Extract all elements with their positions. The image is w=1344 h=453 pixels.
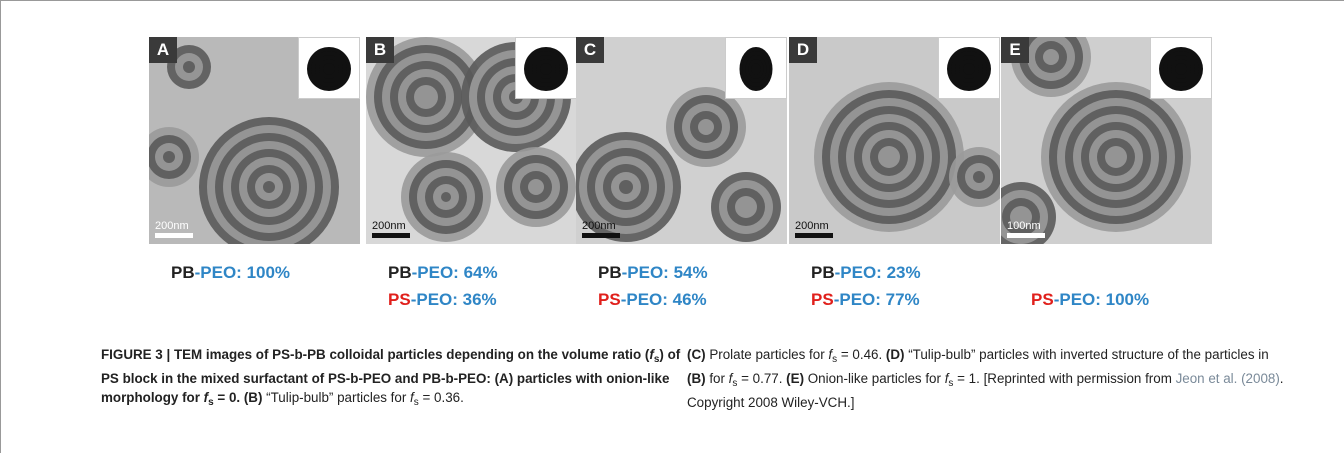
tem-panel: D 200nm (789, 37, 1000, 244)
composition-line: PB-PEO: 64% (388, 259, 498, 286)
scale-bar: 200nm (155, 220, 193, 238)
inset-model (725, 37, 787, 99)
block-suffix: -PEO: 100% (195, 263, 290, 282)
tem-panel: A 200nm (149, 37, 360, 244)
block-suffix: -PEO: 64% (412, 263, 498, 282)
block-name: PB (171, 263, 195, 282)
composition-blank (1031, 259, 1149, 286)
scale-bar-line (1007, 233, 1045, 238)
scale-bar-label: 200nm (795, 220, 829, 232)
block-name: PS (1031, 290, 1054, 309)
scale-bar: 200nm (795, 220, 833, 238)
block-suffix: -PEO: 100% (1054, 290, 1149, 309)
inset-shape (1151, 38, 1211, 98)
block-suffix: -PEO: 54% (622, 263, 708, 282)
composition-line: PS-PEO: 46% (598, 286, 708, 313)
inset-model (298, 37, 360, 99)
scale-bar-line (372, 233, 410, 238)
tem-panel: E 100nm (1001, 37, 1212, 244)
caption-left: FIGURE 3 | TEM images of PS-b-PB colloid… (101, 345, 681, 412)
scale-bar-line (582, 233, 620, 238)
caption-text: (E) (786, 371, 804, 386)
block-name: PS (388, 290, 411, 309)
caption-text: (B) (687, 371, 706, 386)
caption-text[interactable]: Jeon et al. (2008) (1176, 371, 1280, 386)
inset-shape (299, 38, 359, 98)
panel-letter: A (149, 37, 177, 63)
block-name: PB (598, 263, 622, 282)
scale-bar-label: 100nm (1007, 220, 1041, 232)
composition-line: PB-PEO: 100% (171, 259, 290, 286)
caption-text: for (706, 371, 729, 386)
panel-letter: D (789, 37, 817, 63)
block-suffix: -PEO: 46% (621, 290, 707, 309)
inset-shape (939, 38, 999, 98)
block-name: PB (388, 263, 412, 282)
block-name: PB (811, 263, 835, 282)
scale-bar-label: 200nm (582, 220, 616, 232)
inset-shape (726, 38, 786, 98)
scale-bar-line (155, 233, 193, 238)
caption-right: (C) Prolate particles for fs = 0.46. (D)… (687, 345, 1287, 412)
caption-text: “Tulip-bulb” particles with inverted str… (905, 347, 1269, 362)
caption-text: (D) (886, 347, 905, 362)
scale-bar-label: 200nm (155, 220, 189, 232)
panel-letter: E (1001, 37, 1029, 63)
tem-panel: C 200nm (576, 37, 787, 244)
inset-model (515, 37, 577, 99)
caption-text: = 0.46. (837, 347, 886, 362)
composition: PB-PEO: 54%PS-PEO: 46% (598, 259, 708, 313)
scale-bar-line (795, 233, 833, 238)
composition-line: PS-PEO: 77% (811, 286, 921, 313)
caption-text: = 0. (B) (214, 390, 263, 405)
inset-shape (516, 38, 576, 98)
block-suffix: -PEO: 36% (411, 290, 497, 309)
composition: PB-PEO: 100% (171, 259, 290, 286)
caption-text: (C) (687, 347, 706, 362)
panel-letter: C (576, 37, 604, 63)
composition-line: PS-PEO: 100% (1031, 286, 1149, 313)
panel-letter: B (366, 37, 394, 63)
caption-text: = 1. [Reprinted with permission from (953, 371, 1175, 386)
caption-text: Prolate particles for (706, 347, 829, 362)
block-name: PS (811, 290, 834, 309)
composition-line: PS-PEO: 36% (388, 286, 498, 313)
tem-panel: B 200nm (366, 37, 577, 244)
caption-text: = 0.36. (419, 390, 464, 405)
scale-bar: 200nm (582, 220, 620, 238)
composition: PS-PEO: 100% (1031, 259, 1149, 313)
scale-bar: 100nm (1007, 220, 1045, 238)
composition-line: PB-PEO: 54% (598, 259, 708, 286)
caption-text: FIGURE 3 | TEM images of PS-b-PB colloid… (101, 347, 649, 362)
caption-text: “Tulip-bulb” particles for (262, 390, 410, 405)
composition: PB-PEO: 23%PS-PEO: 77% (811, 259, 921, 313)
composition: PB-PEO: 64%PS-PEO: 36% (388, 259, 498, 313)
block-suffix: -PEO: 77% (834, 290, 920, 309)
inset-model (938, 37, 1000, 99)
caption-text: Onion-like particles for (804, 371, 945, 386)
composition-line: PB-PEO: 23% (811, 259, 921, 286)
scale-bar-label: 200nm (372, 220, 406, 232)
block-name: PS (598, 290, 621, 309)
scale-bar: 200nm (372, 220, 410, 238)
caption-text: = 0.77. (737, 371, 786, 386)
figure: FIGURE 3 | TEM images of PS-b-PB colloid… (0, 0, 1344, 453)
block-suffix: -PEO: 23% (835, 263, 921, 282)
inset-model (1150, 37, 1212, 99)
